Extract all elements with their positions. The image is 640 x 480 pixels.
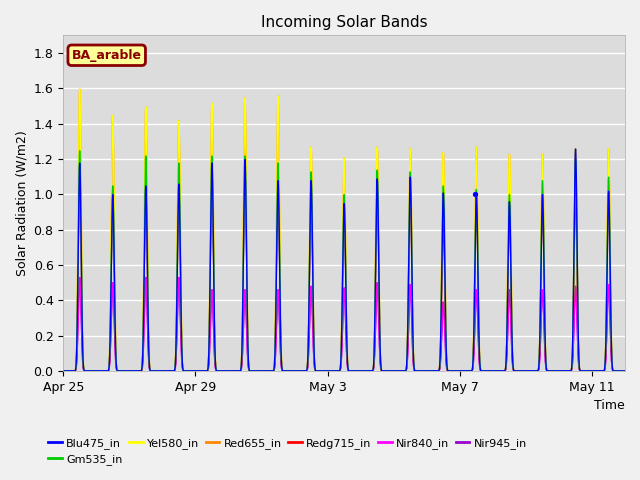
Nir840_in (60, 368, 67, 374)
Red655_in (60, 368, 67, 374)
Redg715_in (621, 368, 629, 374)
Nir840_in (173, 312, 181, 318)
Line: Red655_in: Red655_in (63, 89, 625, 371)
Blu475_in (502, 363, 509, 369)
Nir840_in (502, 364, 510, 370)
Legend: Blu475_in, Gm535_in, Yel580_in, Red655_in, Redg715_in, Nir840_in, Nir945_in: Blu475_in, Gm535_in, Yel580_in, Red655_i… (44, 433, 531, 469)
Nir840_in (369, 368, 376, 374)
Yel580_in (369, 368, 376, 374)
Text: BA_arable: BA_arable (72, 49, 141, 62)
Red655_in (173, 218, 181, 224)
Yel580_in (104, 368, 111, 374)
Gm535_in (502, 359, 510, 364)
Yel580_in (76, 86, 83, 92)
Gm535_in (369, 368, 376, 374)
Nir945_in (60, 368, 67, 374)
X-axis label: Time: Time (595, 399, 625, 412)
Red655_in (228, 368, 236, 374)
Yel580_in (173, 218, 181, 224)
Blu475_in (104, 368, 111, 374)
Redg715_in (228, 368, 236, 374)
Red655_in (181, 368, 189, 374)
Redg715_in (173, 274, 181, 280)
Y-axis label: Solar Radiation (W/m2): Solar Radiation (W/m2) (15, 130, 28, 276)
Nir945_in (369, 368, 376, 374)
Red655_in (502, 357, 510, 362)
Point (470, 191, 480, 198)
Line: Blu475_in: Blu475_in (63, 149, 625, 371)
Line: Nir840_in: Nir840_in (63, 277, 625, 371)
Blu475_in (572, 146, 579, 152)
Blu475_in (368, 368, 376, 374)
Line: Yel580_in: Yel580_in (63, 89, 625, 371)
Red655_in (104, 368, 111, 374)
Blu475_in (180, 368, 188, 374)
Blu475_in (228, 368, 236, 374)
Yel580_in (181, 368, 189, 374)
Yel580_in (621, 368, 629, 374)
Red655_in (369, 368, 376, 374)
Redg715_in (241, 148, 249, 154)
Redg715_in (502, 360, 510, 365)
Nir945_in (228, 368, 236, 374)
Blu475_in (60, 368, 67, 374)
Nir840_in (228, 368, 236, 374)
Nir945_in (104, 368, 111, 374)
Nir945_in (502, 364, 510, 370)
Nir945_in (76, 275, 83, 280)
Nir840_in (621, 368, 629, 374)
Yel580_in (228, 368, 236, 374)
Yel580_in (502, 357, 510, 362)
Red655_in (621, 368, 629, 374)
Nir840_in (76, 275, 83, 280)
Red655_in (76, 86, 83, 92)
Blu475_in (621, 368, 629, 374)
Gm535_in (181, 368, 189, 374)
Line: Redg715_in: Redg715_in (63, 151, 625, 371)
Redg715_in (180, 368, 188, 374)
Gm535_in (228, 368, 236, 374)
Gm535_in (173, 243, 181, 249)
Redg715_in (104, 368, 111, 374)
Nir840_in (181, 368, 189, 374)
Gm535_in (104, 368, 111, 374)
Gm535_in (76, 148, 83, 154)
Title: Incoming Solar Bands: Incoming Solar Bands (261, 15, 428, 30)
Gm535_in (621, 368, 629, 374)
Gm535_in (60, 368, 67, 374)
Nir945_in (181, 368, 189, 374)
Nir945_in (173, 312, 181, 318)
Line: Nir945_in: Nir945_in (63, 277, 625, 371)
Nir840_in (104, 368, 111, 374)
Nir945_in (621, 368, 629, 374)
Redg715_in (60, 368, 67, 374)
Yel580_in (60, 368, 67, 374)
Redg715_in (369, 368, 376, 374)
Line: Gm535_in: Gm535_in (63, 151, 625, 371)
Blu475_in (173, 274, 181, 280)
